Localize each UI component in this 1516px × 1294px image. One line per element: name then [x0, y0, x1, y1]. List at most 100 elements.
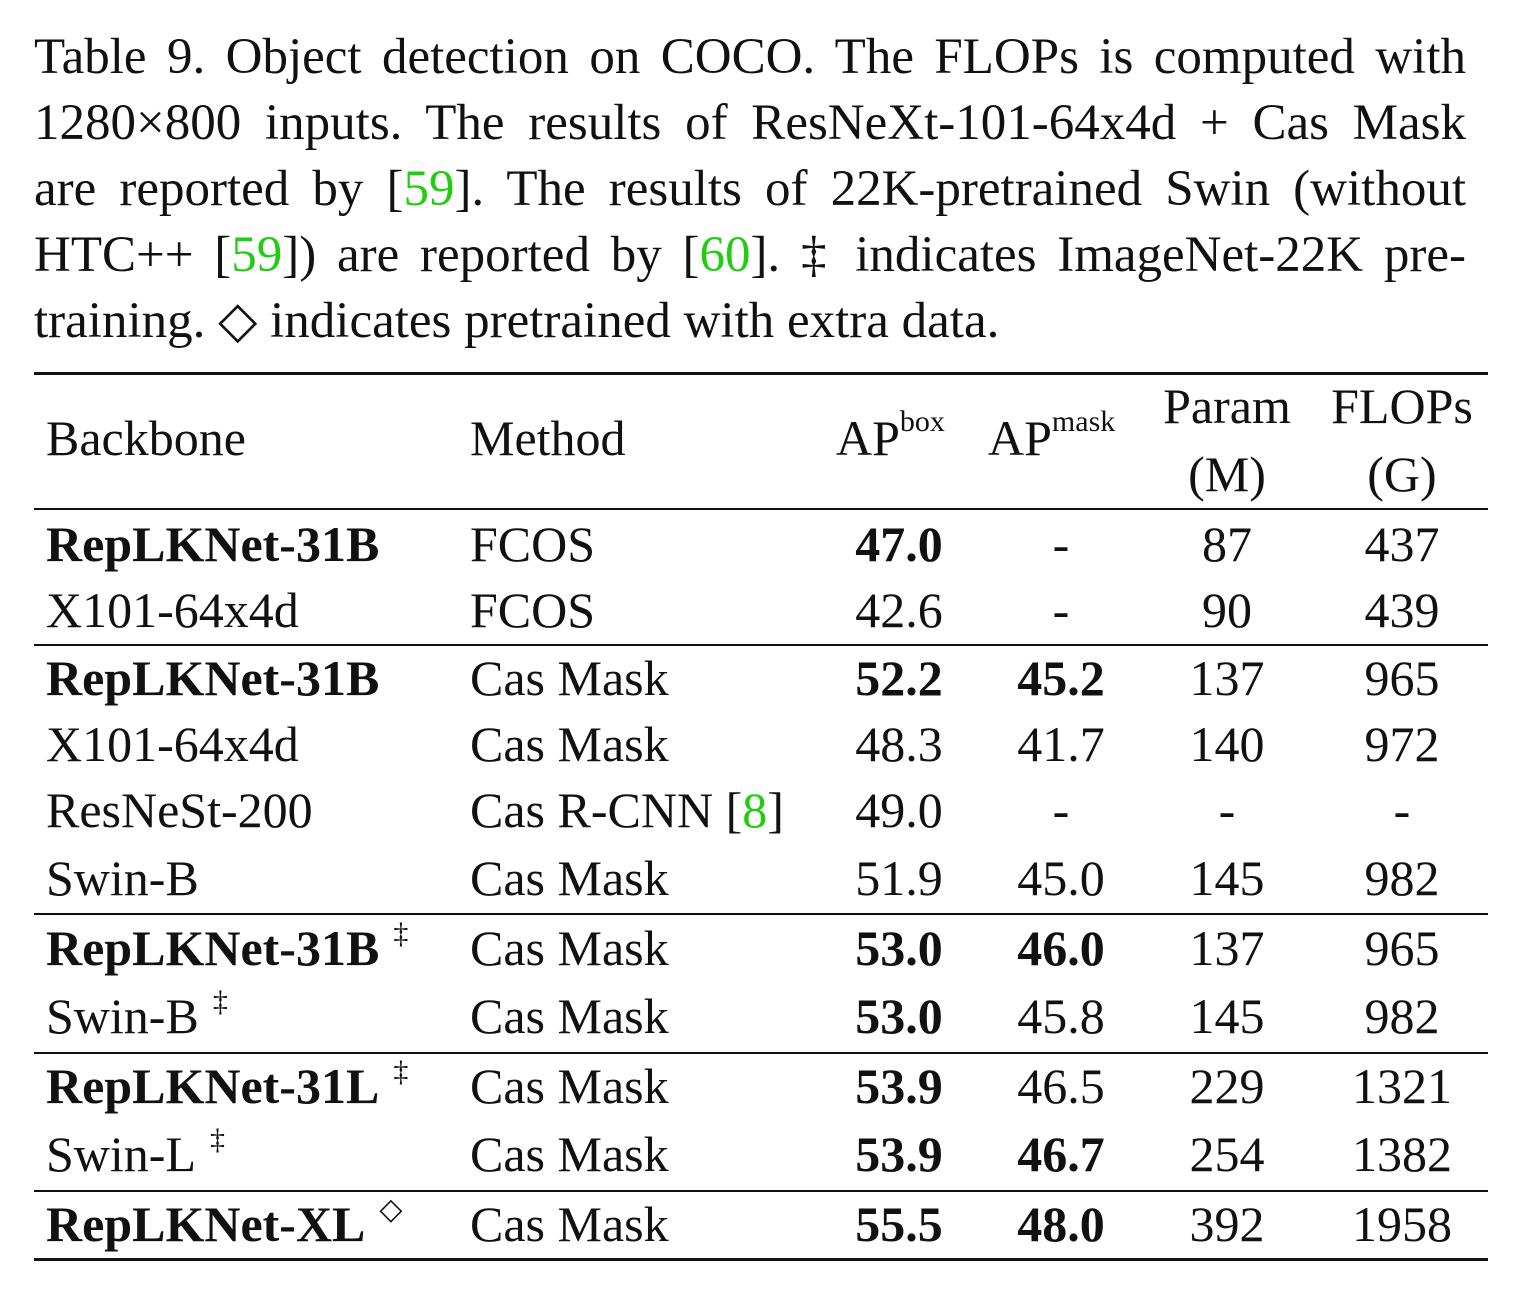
top-rule	[34, 372, 1488, 375]
caption-text: ]) are reported by [	[282, 227, 700, 283]
header-rule	[34, 508, 1488, 510]
backbone-name: ResNeSt-200	[46, 782, 313, 838]
cell-ap-mask: -	[1052, 782, 1070, 838]
cell-backbone: X101-64x4d	[46, 580, 299, 640]
caption-text: ]. ‡ indicates ImageNet-22K pre-	[750, 227, 1466, 283]
cell-method: Cas Mask	[470, 1194, 669, 1254]
cell-ap-mask: 46.5	[1017, 1058, 1105, 1114]
cell-param: 140	[1189, 716, 1265, 772]
cell-ap-mask: 45.2	[1017, 650, 1105, 706]
cell-ap-mask: -	[1052, 516, 1070, 572]
cell-backbone: RepLKNet-31B ‡	[46, 917, 409, 986]
cell-param: 392	[1189, 1196, 1265, 1252]
caption-text: are reported by [	[34, 161, 404, 217]
cell-flops: 1321	[1352, 1058, 1452, 1114]
caption-line: 1280×800 inputs. The results of ResNeXt-…	[34, 90, 1466, 156]
method-name: FCOS	[470, 516, 596, 572]
cell-param: 145	[1189, 988, 1265, 1044]
pretrain-mark: ‡	[393, 917, 409, 950]
cell-method: Cas R-CNN [8]	[470, 780, 784, 840]
cell-ap-box: 49.0	[855, 782, 943, 838]
cell-flops: 437	[1364, 516, 1440, 572]
cell-ap-box: 42.6	[855, 582, 943, 638]
cell-ap-mask: -	[1052, 582, 1070, 638]
cell-param: 87	[1202, 516, 1252, 572]
backbone-name: RepLKNet-31L	[46, 1058, 380, 1114]
cell-flops: 972	[1364, 716, 1440, 772]
cell-ap-box: 52.2	[855, 650, 943, 706]
cell-param: 229	[1189, 1058, 1265, 1114]
cell-ap-box: 51.9	[855, 850, 943, 906]
caption-line: are reported by [59]. The results of 22K…	[34, 156, 1466, 222]
caption-line: training. ◇ indicates pretrained with ex…	[34, 288, 1466, 354]
pretrain-mark: ‡	[212, 985, 228, 1018]
pretrain-mark: ◇	[379, 1193, 403, 1226]
cell-backbone: Swin-B ‡	[46, 985, 228, 1054]
bottom-rule	[34, 1258, 1488, 1261]
citation-link[interactable]: 59	[403, 161, 455, 217]
cell-ap-mask: 46.7	[1017, 1126, 1105, 1182]
cell-flops: 965	[1364, 650, 1440, 706]
cell-method: Cas Mask	[470, 1124, 669, 1184]
header-backbone: Backbone	[46, 410, 246, 466]
cell-ap-box: 48.3	[855, 716, 943, 772]
header-param: Param	[1163, 378, 1291, 434]
caption-line: Table 9. Object detection on COCO. The F…	[34, 24, 1466, 90]
cell-method: Cas Mask	[470, 986, 669, 1046]
cell-param: -	[1218, 782, 1236, 838]
cell-param: 137	[1189, 920, 1265, 976]
cell-ap-mask: 46.0	[1017, 920, 1105, 976]
backbone-name: RepLKNet-XL	[46, 1196, 366, 1252]
cell-ap-mask: 45.0	[1017, 850, 1105, 906]
caption-text: training. ◇ indicates pretrained with ex…	[34, 293, 1000, 349]
method-name: FCOS	[470, 582, 596, 638]
cell-flops: -	[1393, 782, 1411, 838]
caption-line: HTC++ [59]) are reported by [60]. ‡ indi…	[34, 222, 1466, 288]
cell-backbone: ResNeSt-200	[46, 780, 313, 840]
method-name: Cas Mask	[470, 1196, 669, 1252]
header-ap-mask: APmask	[988, 405, 1116, 467]
cell-method: Cas Mask	[470, 1056, 669, 1116]
method-name: Cas Mask	[470, 1126, 669, 1182]
header-flops-unit: (G)	[1367, 446, 1437, 502]
caption-text: 1280×800 inputs. The results of ResNeXt-…	[34, 95, 1466, 151]
caption-text: ]. The results of 22K-pretrained Swin (w…	[454, 161, 1466, 217]
cell-method: FCOS	[470, 514, 595, 574]
cell-flops: 1958	[1352, 1196, 1452, 1252]
cell-ap-box: 47.0	[855, 516, 943, 572]
cell-flops: 982	[1364, 988, 1440, 1044]
cell-flops: 982	[1364, 850, 1440, 906]
cell-method: Cas Mask	[470, 648, 669, 708]
cell-backbone: RepLKNet-31B	[46, 648, 379, 708]
cell-ap-mask: 45.8	[1017, 988, 1105, 1044]
method-name: Cas Mask	[470, 1058, 669, 1114]
header-param-unit: (M)	[1188, 446, 1266, 502]
citation-link[interactable]: 59	[231, 227, 283, 283]
cell-ap-box: 53.9	[855, 1126, 943, 1182]
pretrain-mark: ‡	[210, 1123, 225, 1156]
method-name: Cas Mask	[470, 650, 669, 706]
cell-backbone: RepLKNet-31B	[46, 514, 379, 574]
cell-ap-mask: 41.7	[1017, 716, 1105, 772]
method-name: Cas Mask	[470, 988, 669, 1044]
cell-flops: 965	[1364, 920, 1440, 976]
backbone-name: RepLKNet-31B	[46, 920, 380, 976]
cell-ap-box: 53.9	[855, 1058, 943, 1114]
citation-link[interactable]: 60	[699, 227, 751, 283]
backbone-name: Swin-L	[46, 1126, 196, 1182]
caption-text: HTC++ [	[34, 227, 232, 283]
cell-backbone: RepLKNet-31L ‡	[46, 1055, 408, 1124]
backbone-name: X101-64x4d	[46, 582, 299, 638]
cell-param: 90	[1202, 582, 1252, 638]
cell-backbone: Swin-L ‡	[46, 1123, 225, 1192]
group-rule-3	[34, 1052, 1488, 1054]
cell-method: Cas Mask	[470, 918, 669, 978]
header-ap-box: APbox	[836, 405, 945, 467]
backbone-name: Swin-B	[46, 988, 199, 1044]
method-name: Cas Mask	[470, 850, 669, 906]
backbone-name: RepLKNet-31B	[46, 650, 380, 706]
backbone-name: Swin-B	[46, 850, 199, 906]
header-flops: FLOPs	[1331, 378, 1473, 434]
cell-param: 254	[1189, 1126, 1265, 1182]
citation-link[interactable]: 8	[742, 782, 768, 838]
